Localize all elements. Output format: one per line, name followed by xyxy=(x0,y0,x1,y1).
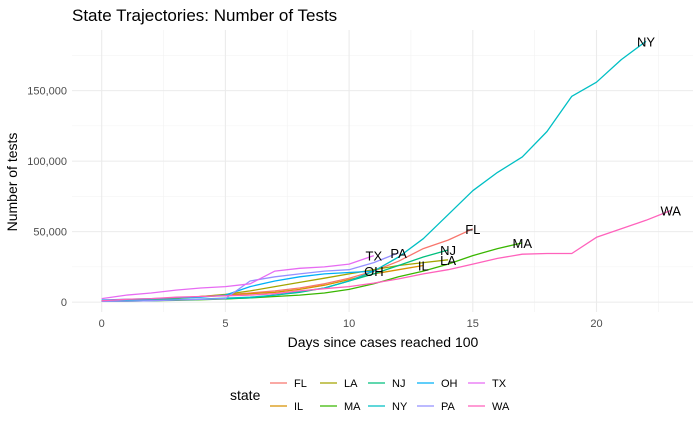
legend-label-ny: NY xyxy=(392,401,408,413)
y-tick-label: 100,000 xyxy=(27,156,67,168)
x-tick-label: 10 xyxy=(343,318,355,330)
legend-label-pa: PA xyxy=(441,401,456,413)
legend-label-il: IL xyxy=(294,401,303,413)
series-label-ma: MA xyxy=(513,236,533,251)
x-axis-title: Days since cases reached 100 xyxy=(288,334,479,350)
x-tick-label: 0 xyxy=(99,318,105,330)
legend-label-nj: NJ xyxy=(392,378,405,390)
series-label-la: LA xyxy=(440,253,456,268)
series-labels: FL IL LA MA NJ NY OH PA TX WA xyxy=(364,34,681,279)
axes: 0 5 10 15 20 0 50,000 100,000 150,000 xyxy=(27,86,602,330)
series-line-wa xyxy=(101,209,671,302)
series-line-pa xyxy=(101,252,399,303)
series-lines xyxy=(101,40,671,303)
legend-label-wa: WA xyxy=(492,401,510,413)
series-label-tx: TX xyxy=(366,249,383,264)
x-tick-label: 20 xyxy=(590,318,602,330)
series-label-nj: NJ xyxy=(440,243,456,258)
legend-label-oh: OH xyxy=(441,378,458,390)
series-label-il: IL xyxy=(418,258,429,273)
series-line-tx xyxy=(101,254,375,300)
y-tick-label: 50,000 xyxy=(33,227,67,239)
series-label-oh: OH xyxy=(364,264,384,279)
y-axis-title: Number of tests xyxy=(4,133,20,232)
legend-title: state xyxy=(230,387,261,403)
legend: state FL IL LA MA NJ NY OH PA TX WA xyxy=(230,378,510,413)
y-tick-label: 0 xyxy=(61,297,67,309)
x-tick-label: 15 xyxy=(467,318,479,330)
legend-label-fl: FL xyxy=(294,378,307,390)
chart-title: State Trajectories: Number of Tests xyxy=(72,6,337,25)
series-label-fl: FL xyxy=(465,222,480,237)
x-tick-label: 5 xyxy=(222,318,228,330)
series-label-ny: NY xyxy=(637,34,655,49)
legend-label-la: LA xyxy=(344,378,358,390)
legend-label-tx: TX xyxy=(492,378,507,390)
series-label-pa: PA xyxy=(390,246,407,261)
y-tick-label: 150,000 xyxy=(27,86,67,98)
legend-label-ma: MA xyxy=(344,401,361,413)
series-label-wa: WA xyxy=(660,203,681,218)
